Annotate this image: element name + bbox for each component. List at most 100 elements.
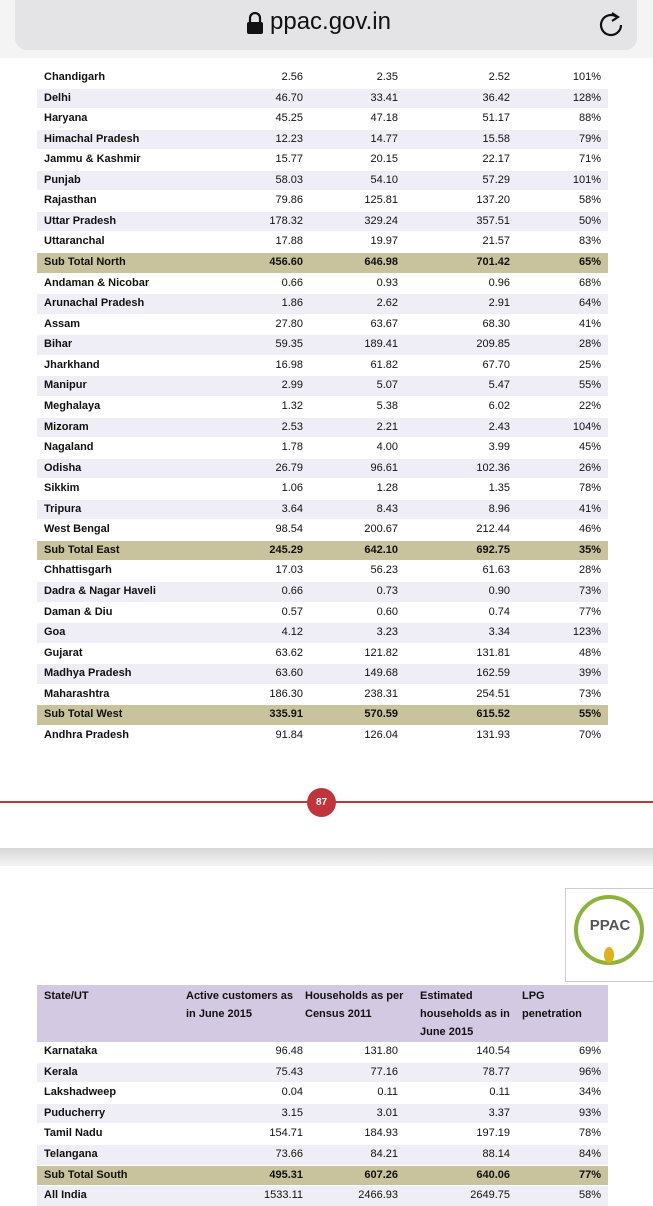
row-label: Madhya Pradesh xyxy=(44,667,132,680)
cell-value: 27.80 xyxy=(275,317,303,330)
reload-icon[interactable] xyxy=(597,10,625,38)
row-label: Nagaland xyxy=(44,441,94,454)
cell-value: 5.38 xyxy=(376,399,398,412)
cell-value: 3.99 xyxy=(488,441,510,454)
table-row: Lakshadweep 0.04 0.11 0.11 34% xyxy=(37,1083,608,1103)
cell-value: 55% xyxy=(578,379,601,392)
cell-value: 131.80 xyxy=(364,1045,398,1057)
cell-value: 83% xyxy=(578,235,601,248)
row-label: Tamil Nadu xyxy=(44,1127,103,1140)
row-label: Daman & Diu xyxy=(44,605,113,618)
cell-value: 0.74 xyxy=(488,605,510,618)
cell-value: 63.62 xyxy=(275,646,303,659)
table-row: Delhi 46.70 33.41 36.42 128% xyxy=(37,88,608,109)
cell-value: 162.59 xyxy=(476,667,510,680)
cell-value: 73% xyxy=(578,585,601,597)
row-label: Jammu & Kashmir xyxy=(44,153,141,166)
cell-value: 14.77 xyxy=(370,132,398,145)
cell-value: 77.16 xyxy=(370,1065,398,1078)
table-row: Telangana 73.66 84.21 88.14 84% xyxy=(37,1145,608,1165)
page-gap xyxy=(0,848,653,866)
cell-value: 63.60 xyxy=(275,667,303,680)
cell-value: 58.03 xyxy=(275,173,303,186)
cell-value: 78% xyxy=(578,482,601,495)
cell-value: 2.53 xyxy=(281,420,303,433)
row-label: Kerala xyxy=(44,1065,78,1078)
table-row: Puducherry 3.15 3.01 3.37 93% xyxy=(37,1103,608,1124)
table-row: Daman & Diu 0.57 0.60 0.74 77% xyxy=(37,603,608,623)
cell-value: 1.32 xyxy=(281,399,303,412)
page-number: 87 xyxy=(307,788,336,817)
cell-value: 357.51 xyxy=(476,214,510,227)
table-row: Jammu & Kashmir 15.77 20.15 22.17 71% xyxy=(37,150,608,170)
cell-value: 71% xyxy=(578,153,601,166)
cell-value: 79.86 xyxy=(275,194,303,207)
table-row: Tamil Nadu 154.71 184.93 197.19 78% xyxy=(37,1124,608,1144)
table-row: Himachal Pradesh 12.23 14.77 15.58 79% xyxy=(37,129,608,150)
cell-value: 186.30 xyxy=(269,687,303,700)
cell-value: 2.56 xyxy=(281,71,303,83)
cell-value: 4.00 xyxy=(376,441,398,454)
table-row: Goa 4.12 3.23 3.34 123% xyxy=(37,623,608,643)
row-label: Sub Total North xyxy=(44,256,126,269)
table-row: Arunachal Pradesh 1.86 2.62 2.91 64% xyxy=(37,294,608,314)
cell-value: 131.93 xyxy=(476,728,510,741)
row-label: Meghalaya xyxy=(44,399,101,412)
subtotal-row: Sub Total East 245.29 642.10 692.75 35% xyxy=(37,540,608,561)
cell-value: 5.07 xyxy=(376,379,398,392)
cell-value: 3.01 xyxy=(376,1106,398,1119)
cell-value: 101% xyxy=(572,71,601,83)
cell-value: 1.35 xyxy=(488,482,510,495)
cell-value: 2.35 xyxy=(376,71,398,83)
cell-value: 570.59 xyxy=(364,708,398,721)
cell-value: 57.29 xyxy=(482,173,510,186)
cell-value: 28% xyxy=(578,338,601,351)
cell-value: 137.20 xyxy=(476,194,510,207)
browser-bar: ppac.gov.in xyxy=(0,0,653,58)
cell-value: 45% xyxy=(578,441,601,454)
cell-value: 121.82 xyxy=(364,646,398,659)
cell-value: 0.57 xyxy=(281,605,303,618)
cell-value: 178.32 xyxy=(269,214,303,227)
table-row: Dadra & Nagar Haveli 0.66 0.73 0.90 73% xyxy=(37,582,608,602)
cell-value: 3.37 xyxy=(488,1106,510,1119)
cell-value: 84.21 xyxy=(370,1148,398,1160)
subtotal-row: Sub Total South 495.31 607.26 640.06 77% xyxy=(37,1165,608,1186)
cell-value: 154.71 xyxy=(269,1127,303,1140)
cell-value: 64% xyxy=(578,297,601,310)
table-row: Nagaland 1.78 4.00 3.99 45% xyxy=(37,438,608,458)
cell-value: 0.90 xyxy=(488,585,510,597)
row-label: Jharkhand xyxy=(44,358,100,371)
cell-value: 58% xyxy=(578,194,601,207)
cell-value: 79% xyxy=(578,132,601,145)
row-label: Delhi xyxy=(44,91,71,104)
cell-value: 88% xyxy=(578,112,601,125)
cell-value: 0.11 xyxy=(377,1086,398,1099)
header-cell: Households as per Census 2011 xyxy=(305,990,404,1020)
cell-value: 45.25 xyxy=(275,112,303,125)
row-label: Uttaranchal xyxy=(44,235,105,248)
cell-value: 642.10 xyxy=(364,543,398,556)
cell-value: 200.67 xyxy=(364,523,398,536)
row-label: Rajasthan xyxy=(44,194,97,207)
cell-value: 2.62 xyxy=(376,297,398,310)
cell-value: 91.84 xyxy=(275,728,303,741)
table-row: Jharkhand 16.98 61.82 67.70 25% xyxy=(37,356,608,376)
cell-value: 101% xyxy=(572,173,601,186)
cell-value: 78% xyxy=(578,1127,601,1140)
row-label: West Bengal xyxy=(44,523,110,536)
header-cell: Active customers as in June 2015 xyxy=(186,990,293,1020)
row-label: Lakshadweep xyxy=(44,1086,117,1099)
logo-text: PPAC xyxy=(589,917,631,934)
table-row: Chhattisgarh 17.03 56.23 61.63 28% xyxy=(37,561,608,581)
row-label: Tripura xyxy=(44,502,82,515)
cell-value: 96.48 xyxy=(275,1045,303,1057)
logo: PPAC xyxy=(565,888,653,982)
cell-value: 6.02 xyxy=(488,399,510,412)
cell-value: 4.12 xyxy=(281,626,303,639)
row-label: Assam xyxy=(44,317,81,330)
cell-value: 607.26 xyxy=(364,1168,398,1181)
table-row: Maharashtra 186.30 238.31 254.51 73% xyxy=(37,685,608,705)
cell-value: 84% xyxy=(578,1148,601,1160)
address-field[interactable] xyxy=(15,0,637,50)
